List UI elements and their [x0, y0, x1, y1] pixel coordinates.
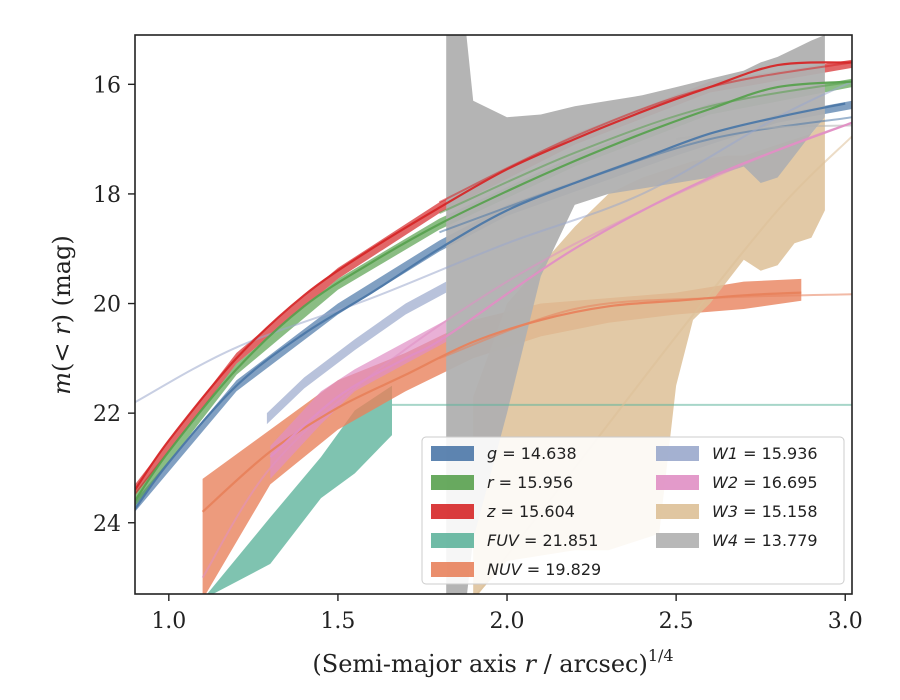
x-tick-label: 2.5	[659, 609, 694, 634]
legend-label-value: = 19.829	[522, 560, 602, 579]
legend-swatch-W3	[656, 504, 699, 519]
x-tick-label: 3.0	[828, 609, 863, 634]
legend-label-var: W1	[712, 444, 738, 463]
legend-label-value: = 15.956	[494, 473, 574, 492]
band-FUV	[207, 385, 392, 594]
x-tick-label: 1.5	[320, 609, 355, 634]
legend-swatch-z	[431, 504, 474, 519]
x-axis-label: (Semi-major axis r / arcsec)1/4	[312, 646, 673, 678]
model-line-NUV	[439, 293, 852, 360]
x-tick-label: 2.0	[490, 609, 525, 634]
legend-label-z: z = 15.604	[486, 502, 575, 521]
model-line-z	[438, 61, 852, 204]
legend-swatch-FUV	[431, 533, 474, 548]
band-W1	[266, 281, 447, 425]
model-line-W1	[135, 80, 852, 404]
legend-label-r: r = 15.956	[487, 473, 573, 492]
legend-label-var: FUV	[487, 531, 520, 550]
legend-label-value: = 16.695	[738, 473, 818, 492]
legend-label-FUV: FUV = 21.851	[487, 531, 598, 550]
legend-label-g: g = 14.638	[487, 444, 577, 463]
x-axis-label-sup: 1/4	[648, 646, 674, 665]
legend-label-W2: W2 = 16.695	[712, 473, 818, 492]
y-tick-label: 20	[93, 293, 121, 318]
legend-label-value: = 14.638	[497, 444, 577, 463]
y-tick-label: 16	[93, 73, 121, 98]
legend-label-var: W3	[712, 502, 738, 521]
legend-label-W4: W4 = 13.779	[712, 531, 818, 550]
model-line-W4	[675, 124, 852, 141]
plot-frame	[134, 34, 853, 595]
legend-label-value: = 15.604	[495, 502, 575, 521]
x-axis-label-var: r	[524, 650, 537, 678]
legend-label-value: = 15.936	[738, 444, 818, 463]
y-tick-label: 24	[93, 512, 121, 537]
legend-label-var: W2	[712, 473, 738, 492]
legend-box	[421, 436, 845, 585]
legend-label-W1: W1 = 15.936	[712, 444, 818, 463]
legend-label-var: z	[486, 502, 496, 521]
legend-label-W3: W3 = 15.158	[712, 502, 818, 521]
series-line-z	[135, 61, 852, 491]
series-line-W2	[269, 121, 852, 458]
x-axis-label-rest: / arcsec)	[536, 650, 648, 678]
legend-label-value: = 15.158	[738, 502, 818, 521]
y-axis-label-open: (	[48, 363, 76, 372]
y-axis-label-mid: < r	[48, 322, 76, 363]
legend-label-var: NUV	[487, 560, 523, 579]
legend-label-NUV: NUV = 19.829	[487, 560, 601, 579]
series-line-g	[135, 102, 846, 510]
legend-swatch-NUV	[431, 562, 474, 577]
legend-label-value: = 13.779	[738, 531, 818, 550]
legend-label-var: g	[487, 444, 497, 463]
x-axis-label-main: (Semi-major axis	[312, 650, 524, 678]
x-axis-ticks: 1.0 1.5 2.0 2.5 3.0	[151, 594, 863, 634]
series-line-r	[135, 80, 852, 502]
legend-swatch-g	[431, 446, 474, 461]
x-tick-label: 1.0	[151, 609, 186, 634]
legend-swatch-W4	[656, 533, 699, 548]
y-axis-label-close: ) (mag)	[48, 235, 76, 323]
y-axis-label: m(< r) (mag)	[48, 235, 76, 395]
legend-swatch-W1	[656, 446, 699, 461]
legend-label-var: r	[487, 473, 495, 492]
y-tick-label: 18	[93, 183, 121, 208]
y-axis-ticks: 16 18 20 22 24	[93, 73, 135, 537]
model-line-r	[438, 80, 852, 215]
y-tick-label: 22	[93, 402, 121, 427]
data-curves	[135, 61, 852, 513]
y-axis-label-var: m	[48, 372, 76, 395]
legend-swatch-r	[431, 475, 474, 490]
legend-label-value: = 21.851	[519, 531, 599, 550]
legend-label-var: W4	[712, 531, 738, 550]
legend-swatch-W2	[656, 475, 699, 490]
